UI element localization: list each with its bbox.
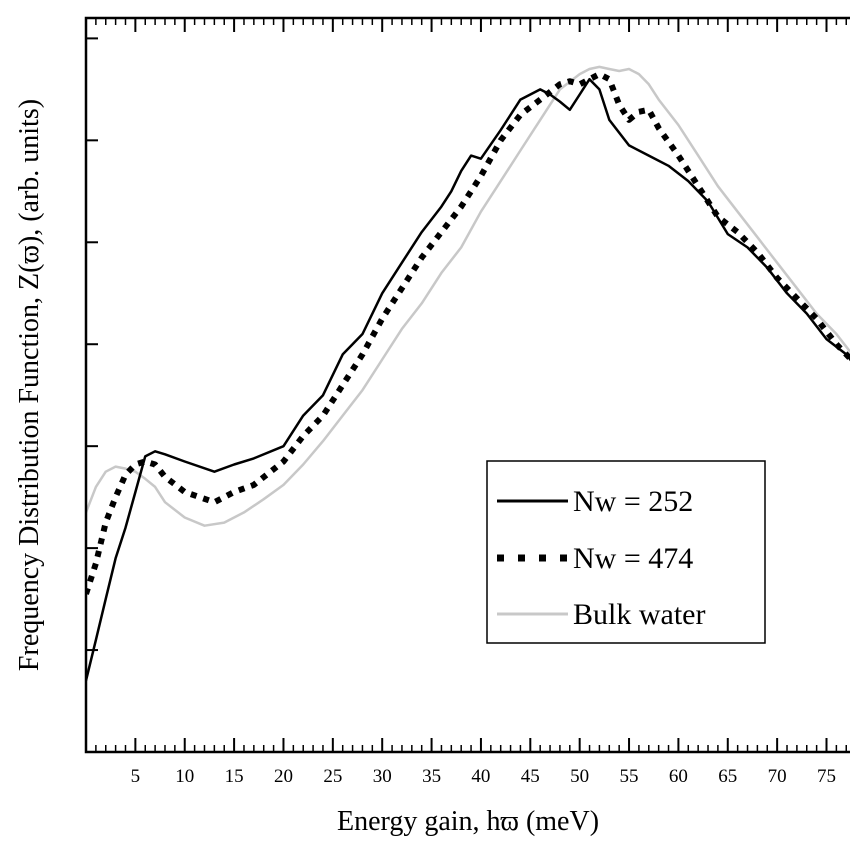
series-line-nw-474 [86, 71, 850, 595]
x-tick-label-25: 25 [323, 766, 342, 787]
x-tick-label-15: 15 [225, 766, 244, 787]
x-tick-label-70: 70 [768, 766, 787, 787]
legend-item-nw-252: Nw = 252 [497, 485, 693, 518]
x-tick-label-30: 30 [373, 766, 392, 787]
x-tick-label-50: 50 [570, 766, 589, 787]
legend-label-nw-474: Nw = 474 [573, 542, 693, 575]
ticks-layer: 5 10 15 20 25 30 35 40 45 50 55 60 65 70 75 [86, 18, 848, 787]
x-tick-label-10: 10 [175, 766, 194, 787]
series-layer [86, 65, 850, 682]
legend-item-bulk-water: Bulk water [497, 598, 705, 631]
x-tick-label-45: 45 [521, 766, 540, 787]
x-tick-label-65: 65 [718, 766, 737, 787]
x-tick-label-5: 5 [131, 766, 141, 787]
x-tick-label-35: 35 [422, 766, 441, 787]
plot-frame [84, 16, 850, 754]
legend-label-nw-252: Nw = 252 [573, 485, 693, 518]
x-tick-label-60: 60 [669, 766, 688, 787]
x-tick-label-20: 20 [274, 766, 293, 787]
series-line-nw-252 [86, 77, 850, 682]
x-tick-label-75: 75 [817, 766, 836, 787]
legend-item-nw-474: Nw = 474 [497, 542, 693, 575]
y-axis-label: Frequency Distribution Function, Z(ϖ), (… [14, 99, 45, 671]
legend: Nw = 252 Nw = 474 Bulk water [486, 460, 766, 644]
series-line-bulk-water [86, 65, 850, 527]
x-tick-label-55: 55 [620, 766, 639, 787]
legend-label-bulk-water: Bulk water [573, 598, 705, 631]
x-tick-label-40: 40 [471, 766, 490, 787]
x-axis-label: Energy gain, hϖ (meV) [337, 806, 599, 837]
